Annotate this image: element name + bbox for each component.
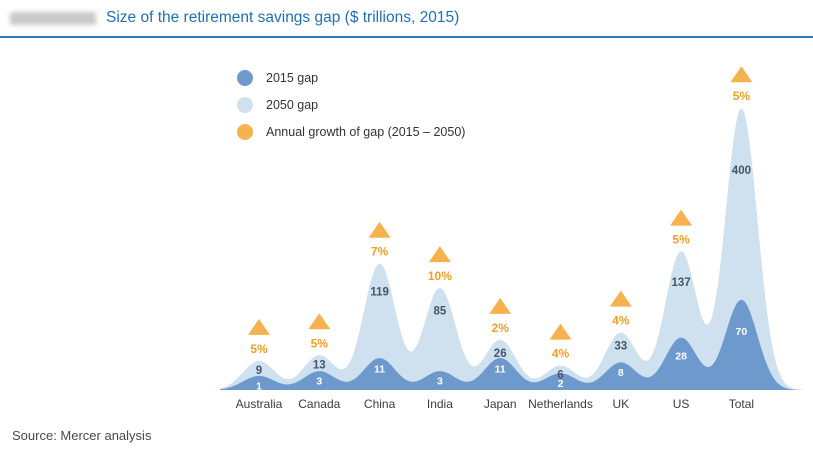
legend-label-2015: 2015 gap bbox=[266, 71, 319, 85]
value-label-2050: 9 bbox=[256, 365, 262, 377]
value-label-2015: 28 bbox=[675, 351, 687, 363]
growth-percent-label: 4% bbox=[552, 347, 570, 361]
growth-percent-label: 2% bbox=[492, 321, 510, 335]
growth-triangle-icon bbox=[609, 290, 632, 307]
growth-percent-label: 5% bbox=[311, 336, 329, 350]
value-label-2050: 33 bbox=[614, 341, 627, 353]
area-2050-gap bbox=[220, 108, 804, 391]
category-label: India bbox=[427, 397, 453, 411]
category-label: UK bbox=[612, 397, 629, 411]
logo-redacted bbox=[10, 11, 96, 25]
legend-item-2015-gap: 2015 gap bbox=[237, 70, 465, 86]
value-label-2050: 119 bbox=[370, 287, 389, 299]
legend-swatch-2050-icon bbox=[237, 97, 253, 113]
value-label-2015: 8 bbox=[618, 367, 624, 379]
chart-title: Size of the retirement savings gap ($ tr… bbox=[106, 9, 460, 26]
legend-item-2050-gap: 2050 gap bbox=[237, 97, 465, 113]
value-label-2050: 6 bbox=[557, 370, 563, 382]
value-label-2050: 26 bbox=[494, 348, 507, 360]
growth-triangle-icon bbox=[730, 66, 753, 83]
value-label-2050: 85 bbox=[434, 306, 447, 318]
legend-swatch-2015-icon bbox=[237, 70, 253, 86]
growth-triangle-icon bbox=[248, 318, 270, 335]
growth-triangle-icon bbox=[428, 246, 451, 263]
value-label-2015: 11 bbox=[495, 364, 506, 376]
growth-triangle-icon bbox=[670, 209, 693, 226]
growth-percent-label: 10% bbox=[428, 269, 452, 283]
value-label-2015: 3 bbox=[316, 376, 322, 388]
value-label-2050: 400 bbox=[732, 165, 751, 177]
source-note: Source: Mercer analysis bbox=[12, 428, 152, 443]
category-label: Netherlands bbox=[528, 397, 593, 411]
category-label: Australia bbox=[236, 397, 283, 411]
growth-triangle-icon bbox=[308, 313, 331, 330]
category-label: Canada bbox=[298, 397, 340, 411]
category-label: Japan bbox=[484, 397, 517, 411]
growth-triangle-icon bbox=[368, 221, 391, 238]
legend-swatch-growth-icon bbox=[237, 124, 253, 140]
legend-item-growth: Annual growth of gap (2015 – 2050) bbox=[237, 124, 465, 140]
growth-percent-label: 7% bbox=[371, 245, 389, 259]
growth-percent-label: 5% bbox=[733, 89, 751, 103]
value-label-2015: 11 bbox=[374, 364, 385, 376]
value-label-2015: 70 bbox=[736, 326, 748, 338]
growth-percent-label: 4% bbox=[612, 314, 630, 328]
growth-triangle-icon bbox=[549, 323, 572, 340]
legend: 2015 gap 2050 gap Annual growth of gap (… bbox=[237, 70, 465, 140]
category-label: Total bbox=[729, 397, 754, 411]
legend-label-2050: 2050 gap bbox=[266, 98, 319, 112]
growth-percent-label: 5% bbox=[250, 342, 268, 356]
growth-triangle-icon bbox=[489, 297, 512, 314]
value-label-2050: 13 bbox=[313, 359, 326, 371]
category-label: China bbox=[364, 397, 396, 411]
value-label-2050: 137 bbox=[672, 277, 691, 289]
legend-label-growth: Annual growth of gap (2015 – 2050) bbox=[266, 125, 466, 139]
value-label-2015: 3 bbox=[437, 376, 443, 388]
growth-percent-label: 5% bbox=[672, 233, 690, 247]
header: Size of the retirement savings gap ($ tr… bbox=[0, 0, 813, 38]
value-label-2015: 2 bbox=[558, 378, 564, 390]
category-label: US bbox=[673, 397, 690, 411]
value-label-2015: 1 bbox=[256, 380, 262, 392]
area-2015-gap bbox=[220, 299, 804, 390]
